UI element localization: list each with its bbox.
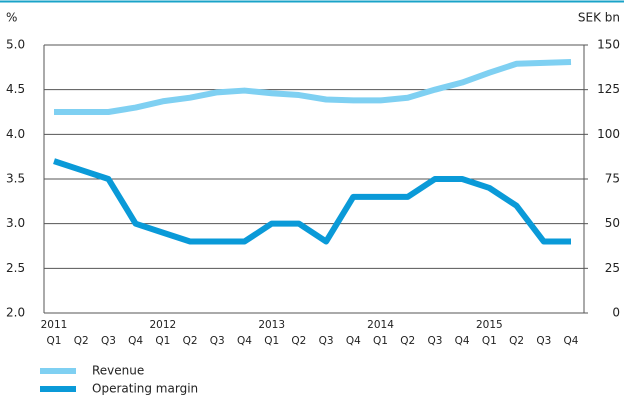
y2-tick-label: 50 (605, 216, 620, 230)
x-tick-label: Q2 (291, 335, 306, 347)
y2-tick-label: 75 (605, 172, 620, 186)
x-tick-label: Q3 (536, 335, 551, 347)
y2-tick-label: 125 (597, 82, 620, 96)
x-tick-label: Q4 (128, 335, 143, 347)
legend-label: Operating margin (92, 382, 198, 396)
x-tick-label: Q1 (155, 335, 170, 347)
x-tick-label: Q1 (264, 335, 279, 347)
y2-tick-label: 25 (605, 261, 620, 275)
x-tick-label: Q4 (346, 335, 361, 347)
year-label: 2013 (258, 319, 285, 331)
x-tick-label: Q2 (74, 335, 89, 347)
series-line (53, 158, 571, 245)
y-tick-label: 3.5 (6, 172, 25, 186)
x-tick-label: Q3 (101, 335, 116, 347)
y-tick-label: 4.0 (6, 127, 25, 141)
x-tick-label: Q2 (509, 335, 524, 347)
y-tick-label: 3.0 (6, 216, 25, 230)
y2-tick-label: 150 (597, 38, 620, 52)
series-line (54, 58, 572, 115)
x-tick-label: Q3 (210, 335, 225, 347)
y-tick-label: 2.5 (6, 261, 25, 275)
y-tick-label: 5.0 (6, 38, 25, 52)
y2-tick-label: 0 (612, 306, 620, 320)
x-tick-label: Q2 (400, 335, 415, 347)
x-tick-label: Q4 (237, 335, 252, 347)
y-tick-label: 4.5 (6, 82, 25, 96)
year-label: 2012 (149, 319, 176, 331)
year-label: 2011 (41, 319, 68, 331)
y2-tick-label: 100 (597, 127, 620, 141)
x-tick-label: Q1 (47, 335, 62, 347)
x-tick-label: Q3 (427, 335, 442, 347)
y-tick-label: 2.0 (6, 306, 25, 320)
x-tick-label: Q3 (319, 335, 334, 347)
x-tick-label: Q1 (482, 335, 497, 347)
x-tick-label: Q1 (373, 335, 388, 347)
y-axis-label: % (6, 11, 17, 25)
y2-axis-label: SEK bn (578, 11, 620, 25)
year-label: 2014 (367, 319, 394, 331)
legend-label: Revenue (92, 364, 144, 378)
x-tick-label: Q2 (183, 335, 198, 347)
year-label: 2015 (476, 319, 503, 331)
x-tick-label: Q4 (564, 335, 579, 347)
x-tick-label: Q4 (455, 335, 470, 347)
